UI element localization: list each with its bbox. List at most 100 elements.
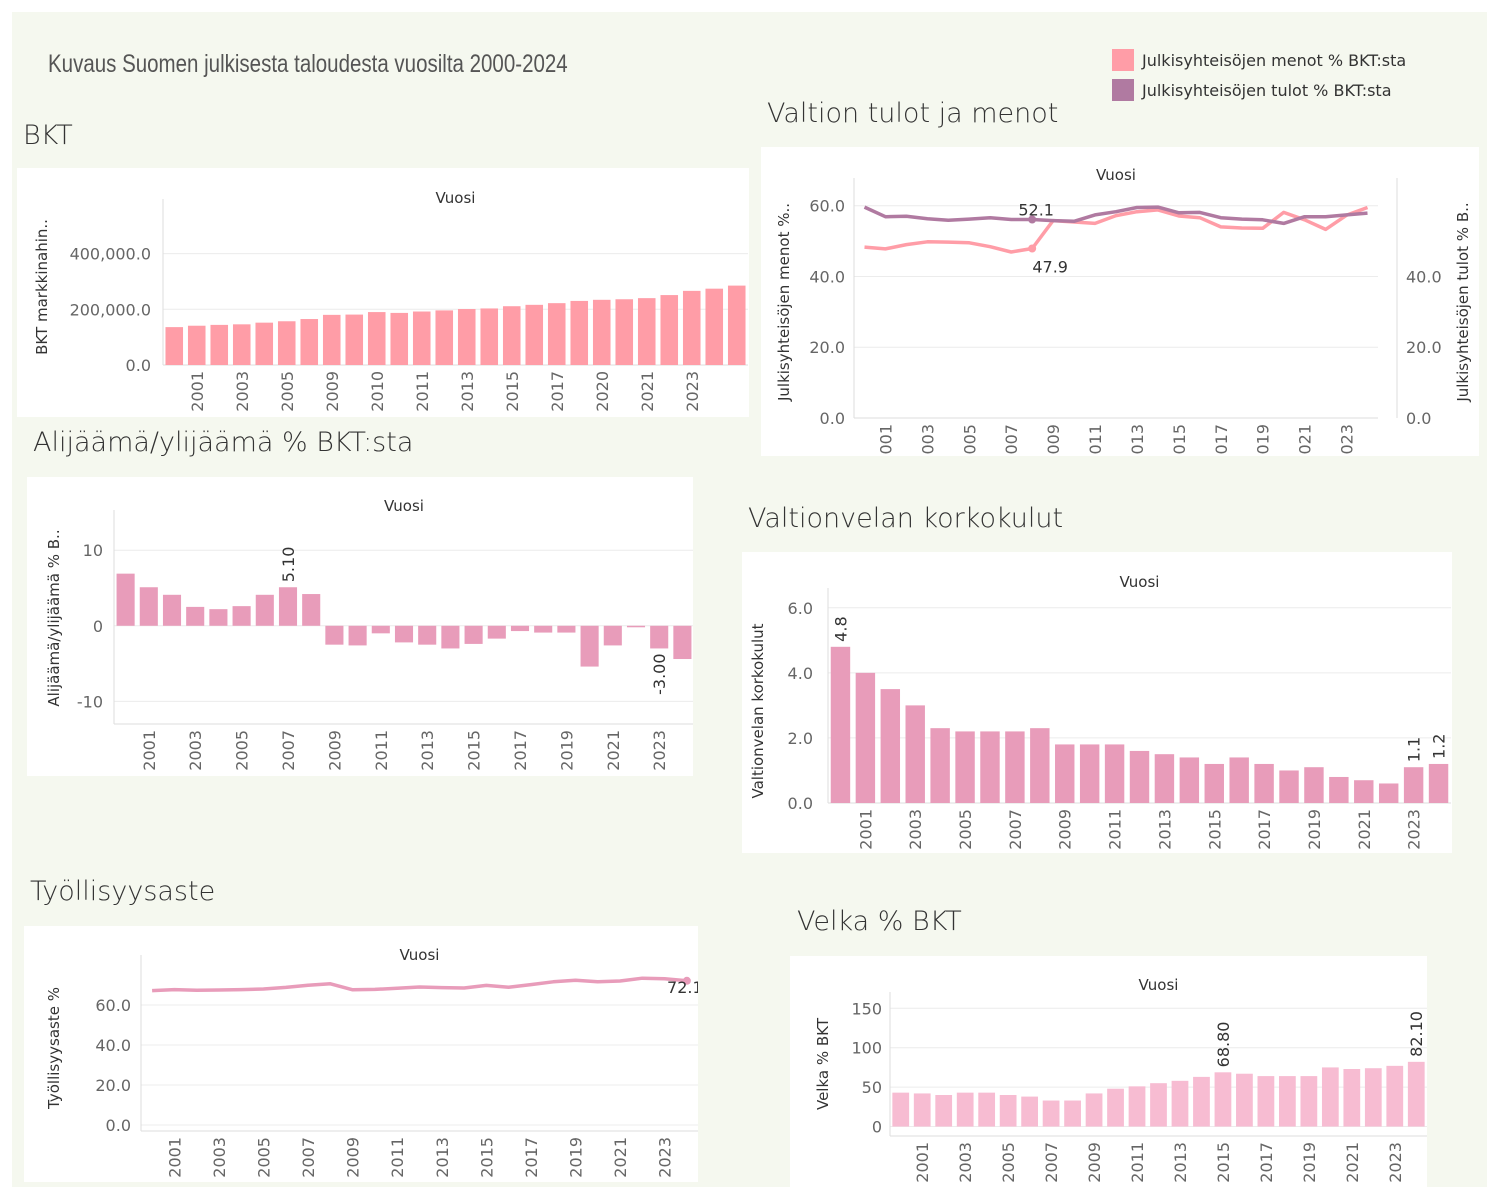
korko-xtick-label: 2021 xyxy=(1355,809,1374,850)
korko-xtick-label: 2003 xyxy=(906,809,925,850)
korko-y-axis-label: Valtionvelan korkokulut xyxy=(749,623,767,798)
chart-velka: Vuosi 0 50 100 150 Velka % BKT 2001 2003 2005 200… xyxy=(790,956,1427,1188)
bkt-bar xyxy=(457,309,476,365)
dashboard-title: Kuvaus Suomen julkisesta taloudesta vuos… xyxy=(48,50,568,78)
alijaama-y-axis-label: Alijäämä/ylijäämä % B.. xyxy=(45,529,63,706)
velka-xtick-label: 2003 xyxy=(956,1142,975,1183)
bkt-bar xyxy=(165,327,184,365)
alijaama-xtick-label: 2015 xyxy=(465,730,484,771)
valtion-xtick-label: 2019 xyxy=(1254,424,1273,456)
valtion-line-b xyxy=(863,205,1368,226)
alijaama-bar xyxy=(557,625,576,633)
alijaama-bar xyxy=(650,625,669,649)
korko-xtick-label: 2017 xyxy=(1255,809,1274,850)
velka-bar xyxy=(978,1092,996,1127)
velka-bar xyxy=(1386,1065,1404,1127)
alijaama-bar xyxy=(162,594,182,626)
bkt-bar xyxy=(390,312,409,365)
alijaama-data-label: -3.00 xyxy=(650,653,669,694)
alijaama-bar xyxy=(603,625,622,646)
korko-data-label: 1.1 xyxy=(1405,737,1424,762)
velka-header: Vuosi xyxy=(1139,976,1179,994)
velka-xtick-label: 2015 xyxy=(1214,1142,1233,1183)
dashboard: Kuvaus Suomen julkisesta taloudesta vuos… xyxy=(12,12,1487,1188)
chart-valtion-svg: Vuosi 0.0 20.0 40.0 60.0 Julkisyhteisöjen men… xyxy=(775,166,1472,465)
velka-bar xyxy=(999,1095,1017,1127)
korko-bar xyxy=(905,705,925,803)
alijaama-xtick-label: 2023 xyxy=(650,730,669,771)
tyollisyys-xtick-label: 2005 xyxy=(255,1137,274,1178)
valtion-xtick-label: 2013 xyxy=(1128,424,1147,456)
bkt-xtick-label: 2023 xyxy=(683,371,702,412)
velka-bar xyxy=(935,1095,953,1127)
legend-item-tulot[interactable]: Julkisyhteisöjen tulot % BKT:sta xyxy=(1112,75,1406,105)
velka-bar xyxy=(1343,1069,1361,1127)
alijaama-bar xyxy=(186,606,205,626)
bkt-bar xyxy=(367,312,386,365)
velka-xtick-label: 2001 xyxy=(913,1142,932,1183)
alijaama-ytick-label: 10 xyxy=(83,541,103,560)
velka-xtick-label: 2009 xyxy=(1085,1142,1104,1183)
bkt-bar xyxy=(570,300,589,365)
bkt-bar xyxy=(232,324,251,365)
bkt-bar xyxy=(322,314,341,365)
bkt-bar xyxy=(547,303,566,365)
alijaama-bar xyxy=(116,573,135,626)
velka-xtick-label: 2005 xyxy=(999,1142,1018,1183)
korko-xtick-label: 2011 xyxy=(1106,809,1125,850)
velka-bar xyxy=(1214,1072,1232,1127)
legend-swatch-tulot xyxy=(1112,79,1134,101)
bkt-bar xyxy=(187,325,206,365)
alijaama-xtick-label: 2019 xyxy=(557,730,576,771)
chart-valtion: Vuosi 0.0 20.0 40.0 60.0 Julkisyhteisöjen men… xyxy=(761,147,1479,465)
chart-tyollisyys: Vuosi 0.0 20.0 40.0 60.0 Työllisyysaste % 2001… xyxy=(24,926,703,1182)
valtion-xtick-label: 2017 xyxy=(1212,424,1231,456)
alijaama-bar xyxy=(418,625,437,645)
bkt-ytick-label: 0.0 xyxy=(126,356,151,375)
bkt-ytick-label: 200,000.0 xyxy=(70,300,151,319)
valtion-xtick-label: 2003 xyxy=(918,424,937,456)
velka-bar xyxy=(1021,1096,1038,1127)
valtion-line-a xyxy=(864,205,1369,254)
chart-alijaama-svg: Vuosi -10 0 10 Alijäämä/ylijäämä % B.. 2001 20… xyxy=(45,497,694,771)
velka-bar xyxy=(913,1093,931,1127)
alijaama-bar xyxy=(673,625,692,660)
velka-xtick-label: 2007 xyxy=(1042,1142,1061,1183)
korko-bar xyxy=(1055,744,1075,803)
alijaama-xtick-label: 2009 xyxy=(325,730,344,771)
velka-bar xyxy=(1171,1080,1189,1127)
tyollisyys-xtick-label: 2023 xyxy=(656,1137,675,1178)
bkt-bar xyxy=(727,285,746,365)
valtion-xtick-label: 2005 xyxy=(960,424,979,456)
velka-ytick-label: 0 xyxy=(872,1118,882,1137)
section-title-tyollisyys: Työllisyysaste xyxy=(30,876,216,907)
korko-xtick-label: 2007 xyxy=(1006,809,1025,850)
alijaama-xtick-label: 2003 xyxy=(186,730,205,771)
bkt-xtick-label: 2015 xyxy=(503,371,522,412)
tyollisyys-xtick-label: 2011 xyxy=(388,1137,407,1178)
tyollisyys-xtick-label: 2007 xyxy=(299,1137,318,1178)
korko-bar xyxy=(980,731,1000,803)
alijaama-ytick-label: 0 xyxy=(93,617,103,636)
korko-xtick-label: 2013 xyxy=(1155,809,1174,850)
korko-bar xyxy=(1229,757,1249,803)
bkt-xtick-label: 2013 xyxy=(458,371,477,412)
bkt-bar xyxy=(525,304,544,365)
valtion-y2tick-label: 20.0 xyxy=(1406,338,1442,357)
bkt-xtick-label: 2003 xyxy=(233,371,252,412)
legend-label-menot: Julkisyhteisöjen menot % BKT:sta xyxy=(1142,50,1407,70)
valtion-data-label: 52.1 xyxy=(1018,200,1054,219)
velka-bar xyxy=(956,1092,974,1127)
alijaama-data-label: 5.10 xyxy=(279,547,298,583)
bkt-bar xyxy=(592,299,611,365)
alijaama-bar xyxy=(371,625,390,634)
bkt-bar xyxy=(435,310,454,365)
chart-bkt: Vuosi 0.0 200,000.0 400,000.0 BKT markkinahi… xyxy=(17,168,749,417)
legend-item-menot[interactable]: Julkisyhteisöjen menot % BKT:sta xyxy=(1112,45,1406,75)
valtion-ytick-label: 60.0 xyxy=(809,197,845,216)
section-title-korko: Valtionvelan korkokulut xyxy=(748,503,1064,534)
korko-xtick-label: 2005 xyxy=(956,809,975,850)
tyollisyys-xtick-label: 2015 xyxy=(477,1137,496,1178)
chart-korko-svg: Vuosi 0.0 2.0 4.0 6.0 Valtionvelan korkokulut… xyxy=(749,573,1451,850)
bkt-bar xyxy=(345,314,364,365)
